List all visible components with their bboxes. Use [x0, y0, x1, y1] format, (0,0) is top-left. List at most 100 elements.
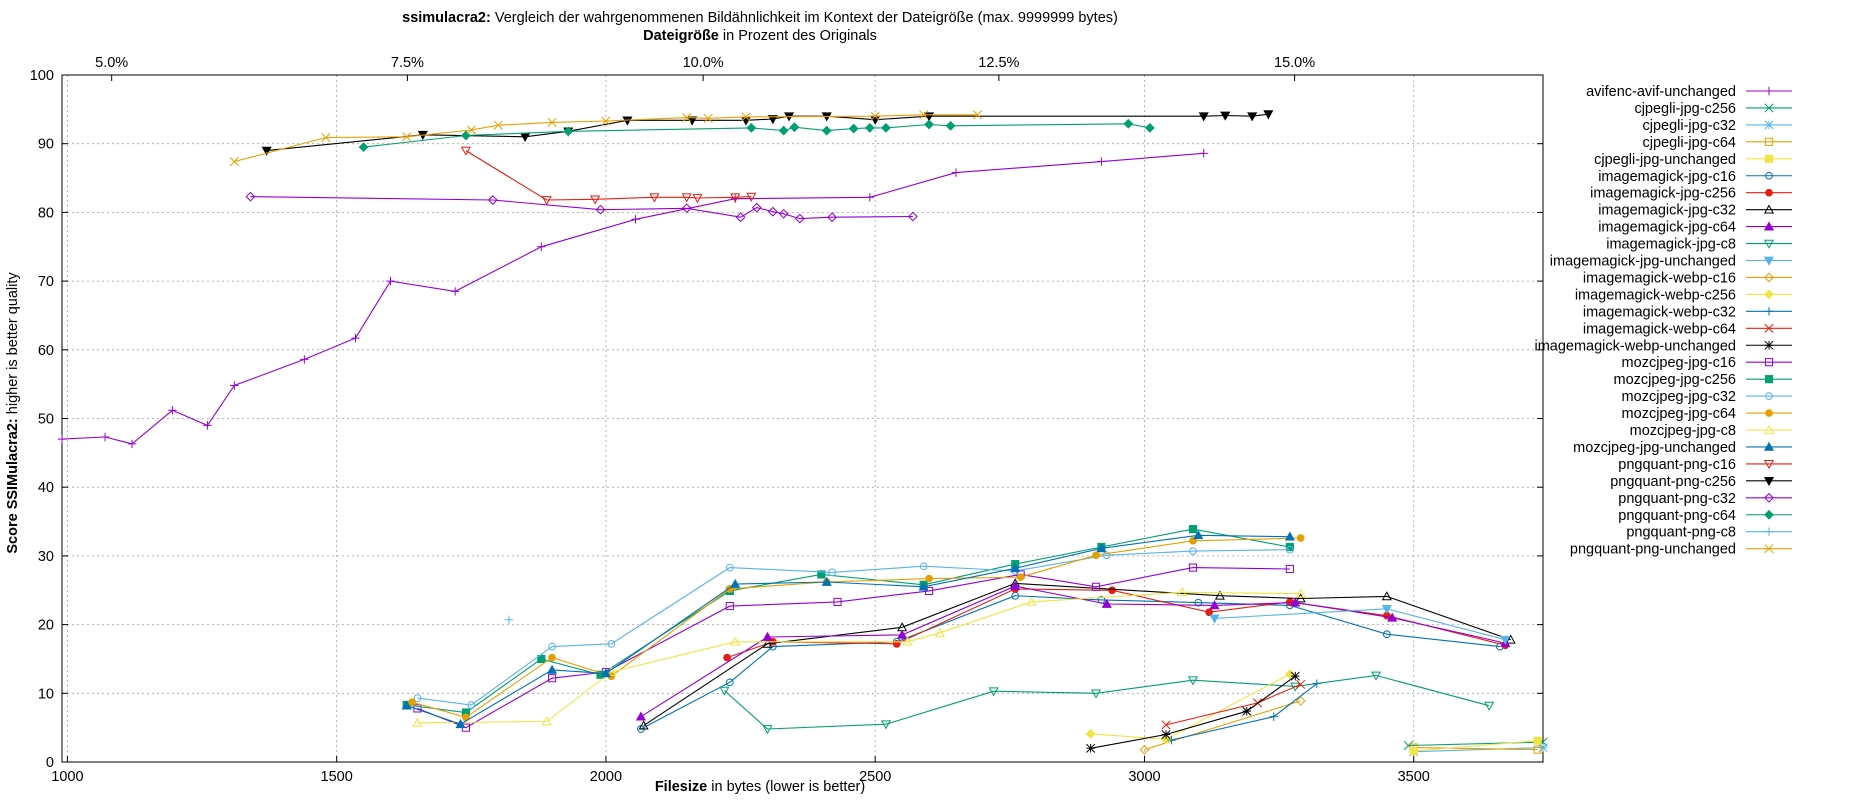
legend-marker — [1763, 256, 1775, 266]
legend-entry: cjpegli-jpg-c32 — [1643, 118, 1792, 134]
data-point — [725, 678, 734, 687]
data-point — [951, 168, 961, 177]
legend-entry: pngquant-png-c8 — [1626, 525, 1792, 541]
legend-marker — [1763, 441, 1775, 451]
x-tick-label: 2500 — [859, 769, 891, 785]
data-point — [638, 720, 649, 730]
series-imagemagick-jpg-c64 — [635, 580, 1511, 721]
legend-entry: imagemagick-webp-unchanged — [1534, 338, 1792, 354]
data-point — [1161, 720, 1171, 730]
legend-label: cjpegli-jpg-unchanged — [1594, 152, 1736, 168]
data-point — [460, 146, 471, 156]
data-point — [1010, 563, 1021, 573]
legend-label: pngquant-png-c8 — [1626, 525, 1736, 541]
x2-tick-label: 5.0% — [95, 55, 128, 71]
data-point — [386, 276, 395, 286]
legend-label: imagemagick-webp-c64 — [1583, 321, 1736, 337]
data-point — [1296, 679, 1306, 689]
data-point — [751, 202, 762, 213]
data-point — [1371, 671, 1382, 681]
legend-marker — [1764, 375, 1774, 384]
data-point — [1286, 545, 1294, 554]
data-point — [735, 212, 746, 223]
legend-label: imagemagick-jpg-c16 — [1598, 169, 1736, 185]
legend-label: pngquant-png-c256 — [1610, 474, 1736, 490]
legend-entry: cjpegli-jpg-unchanged — [1594, 152, 1792, 168]
series-pngquant-png-c16 — [460, 146, 757, 206]
data-point — [537, 242, 546, 251]
legend-label: imagemagick-jpg-unchanged — [1550, 254, 1736, 270]
legend-marker — [1764, 544, 1774, 554]
legend-label: imagemagick-jpg-c256 — [1590, 186, 1736, 202]
data-point — [1269, 712, 1278, 721]
y-tick-label: 30 — [38, 549, 54, 565]
legend-marker — [1764, 340, 1774, 350]
data-point — [1533, 745, 1542, 754]
legend-entry: mozcjpeg-jpg-c16 — [1622, 355, 1792, 371]
data-point — [1290, 597, 1301, 607]
data-point — [493, 120, 503, 130]
series-pngquant-png-c256 — [261, 110, 1274, 156]
data-point — [767, 115, 778, 125]
data-point — [925, 574, 933, 583]
y-tick-label: 40 — [38, 480, 54, 496]
data-point — [408, 698, 416, 707]
data-point — [649, 193, 660, 203]
legend-marker — [1763, 460, 1775, 470]
data-point — [261, 146, 272, 156]
series-pngquant-png-unchanged — [229, 110, 983, 167]
x-tick-label: 1000 — [51, 769, 83, 785]
x2-tick-label: 12.5% — [978, 55, 1019, 71]
legend-label: mozcjpeg-jpg-c256 — [1613, 372, 1736, 388]
data-point — [789, 122, 800, 133]
data-point — [1010, 580, 1021, 590]
legend-marker — [1765, 392, 1773, 400]
data-point — [1090, 689, 1102, 699]
data-point — [918, 581, 929, 591]
data-point — [1214, 590, 1225, 600]
series-line — [1144, 700, 1301, 751]
series-line — [640, 585, 1506, 718]
series-line — [465, 150, 752, 201]
series-imagemagick-jpg-c8 — [719, 671, 1495, 735]
series-pngquant-png-c64 — [358, 118, 1155, 153]
data-point — [590, 195, 601, 205]
legend-marker — [1764, 120, 1774, 130]
data-point — [1295, 593, 1306, 603]
data-point — [351, 333, 360, 343]
data-point — [762, 638, 773, 648]
legend-marker — [1764, 509, 1774, 520]
y-tick-label: 70 — [38, 274, 54, 290]
y-tick-label: 80 — [38, 205, 54, 221]
legend-marker — [1764, 154, 1774, 163]
data-point — [601, 116, 611, 126]
data-point — [487, 195, 498, 205]
series-line — [61, 152, 1204, 445]
data-point — [762, 725, 773, 735]
data-point — [1194, 598, 1203, 607]
series-line — [417, 567, 1290, 729]
data-point — [870, 111, 880, 121]
legend-label: imagemagick-jpg-c64 — [1598, 220, 1736, 236]
legend-entry: pngquant-png-c16 — [1618, 457, 1792, 473]
data-point — [1205, 608, 1213, 617]
data-point — [1102, 551, 1111, 560]
data-point — [607, 639, 616, 648]
legend-marker — [1763, 424, 1775, 434]
data-point — [881, 122, 891, 133]
data-point — [595, 204, 606, 215]
series-line — [250, 196, 913, 220]
legend-label: imagemagick-jpg-c32 — [1598, 203, 1736, 219]
data-point — [907, 211, 918, 222]
data-point — [924, 119, 934, 130]
data-point — [692, 194, 703, 204]
data-point — [1284, 531, 1295, 541]
legend-marker — [1763, 239, 1775, 249]
data-point — [1101, 598, 1112, 608]
y-tick-label: 20 — [38, 618, 54, 634]
series-imagemagick-webp-unchanged — [1086, 671, 1300, 753]
y-tick-label: 60 — [38, 343, 54, 359]
data-point — [245, 191, 256, 202]
data-point — [730, 578, 741, 588]
